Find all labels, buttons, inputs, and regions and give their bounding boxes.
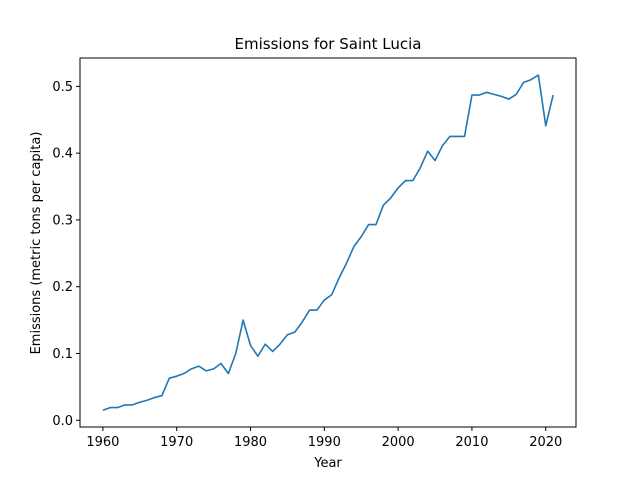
data-point — [250, 345, 252, 347]
data-point — [375, 224, 377, 226]
data-point — [368, 224, 370, 226]
x-tick-label: 1980 — [234, 435, 267, 450]
data-point — [161, 395, 163, 397]
data-point — [331, 294, 333, 296]
data-point — [198, 365, 200, 367]
data-point — [132, 404, 134, 406]
data-point — [213, 368, 215, 370]
data-point — [353, 246, 355, 248]
data-point — [449, 136, 451, 138]
data-point — [523, 82, 525, 84]
data-point — [346, 263, 348, 265]
data-point — [493, 94, 495, 96]
data-point — [471, 94, 473, 96]
data-point — [324, 299, 326, 301]
y-tick-label: 0.3 — [52, 213, 73, 228]
y-tick-label: 0.5 — [52, 80, 73, 95]
data-point — [169, 377, 171, 379]
data-point — [154, 397, 156, 399]
y-axis-label: Emissions (metric tons per capita) — [29, 132, 44, 355]
data-point — [309, 309, 311, 311]
data-point — [479, 94, 481, 96]
data-point — [442, 145, 444, 147]
data-point — [176, 375, 178, 377]
x-tick-label: 1970 — [160, 435, 193, 450]
data-point — [538, 74, 540, 76]
data-point — [501, 96, 503, 98]
x-tick-label: 1990 — [308, 435, 341, 450]
data-point — [427, 150, 429, 152]
data-point — [279, 343, 281, 345]
data-point — [228, 373, 230, 375]
x-tick-label: 2020 — [529, 435, 562, 450]
data-point — [552, 94, 554, 96]
plot-area — [102, 74, 554, 411]
y-tick-label: 0.4 — [52, 147, 73, 162]
data-point — [545, 125, 547, 127]
x-tick-label: 2000 — [382, 435, 415, 450]
data-point — [419, 167, 421, 169]
data-point — [257, 355, 259, 357]
data-point — [264, 343, 266, 345]
data-point — [146, 399, 148, 401]
data-point — [412, 180, 414, 182]
data-point — [397, 187, 399, 189]
x-tick-label: 2010 — [455, 435, 488, 450]
chart-title: Emissions for Saint Lucia — [235, 35, 422, 53]
data-point — [383, 204, 385, 206]
data-point — [124, 404, 126, 406]
data-point — [220, 363, 222, 365]
data-point — [405, 180, 407, 182]
data-point — [205, 370, 207, 372]
data-point — [515, 94, 517, 96]
data-point — [139, 401, 141, 403]
data-point — [508, 98, 510, 100]
data-point — [338, 277, 340, 279]
data-point — [235, 353, 237, 355]
y-tick-label: 0.1 — [52, 347, 73, 362]
series-line-0 — [102, 74, 554, 411]
data-point — [464, 136, 466, 138]
data-point — [242, 319, 244, 321]
data-point — [287, 334, 289, 336]
data-point — [434, 160, 436, 162]
x-tick-label: 1960 — [86, 435, 119, 450]
data-point — [301, 321, 303, 323]
data-point — [316, 309, 318, 311]
data-point — [294, 331, 296, 333]
axes-frame — [79, 57, 577, 428]
y-tick-label: 0.0 — [52, 414, 73, 429]
data-point — [360, 236, 362, 238]
axes: 1960 1970 1980 1990 2000 2010 2020 0.0 0.1 0.2 0.3… — [52, 57, 577, 450]
data-point — [456, 136, 458, 138]
x-axis-label: Year — [313, 456, 342, 471]
data-point — [390, 197, 392, 199]
data-point — [272, 351, 274, 353]
data-point — [183, 373, 185, 375]
data-point — [117, 407, 119, 409]
y-tick-label: 0.2 — [52, 280, 73, 295]
data-point — [109, 407, 111, 409]
data-point — [102, 409, 104, 411]
data-point — [486, 92, 488, 94]
data-point — [530, 79, 532, 81]
data-point — [191, 368, 193, 370]
